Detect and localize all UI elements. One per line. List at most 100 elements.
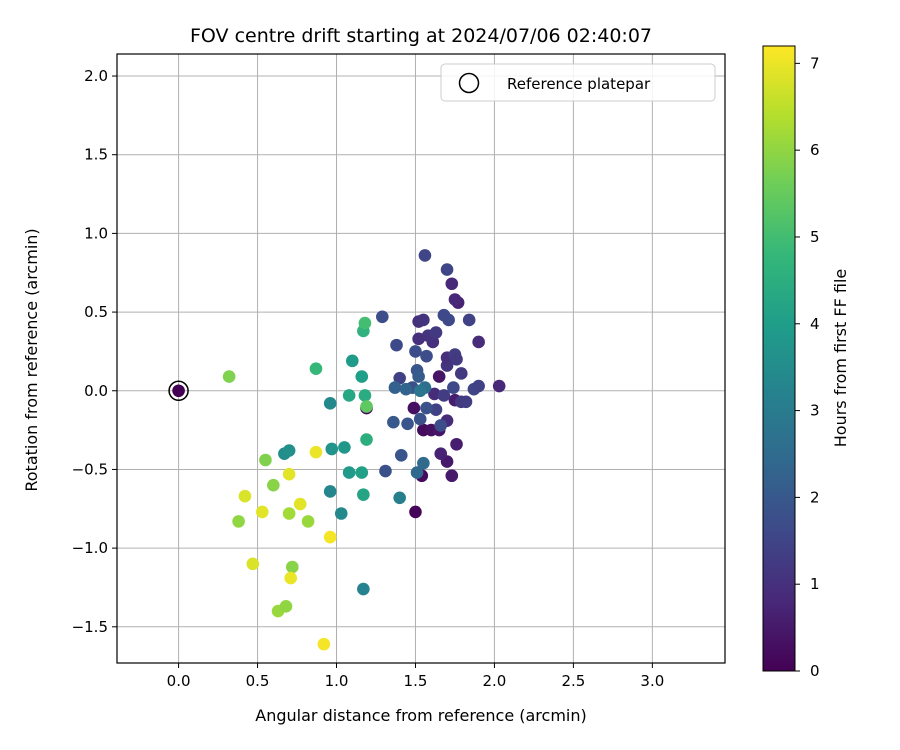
scatter-point [492, 379, 506, 393]
scatter-point [410, 466, 424, 479]
scatter-point [293, 497, 307, 511]
scatter-point [255, 505, 269, 519]
scatter-point [284, 571, 298, 585]
scatter-point [407, 401, 421, 415]
scatter-point [448, 293, 462, 306]
scatter-point [434, 419, 448, 432]
scatter-point [282, 507, 296, 520]
scatter-point [309, 445, 323, 459]
colorbar-tick-label: 5 [810, 228, 820, 246]
scatter-point [445, 277, 459, 291]
scatter-point [342, 389, 356, 402]
y-tick-label: −0.5 [72, 460, 108, 478]
chart-title: FOV centre drift starting at 2024/07/06 … [190, 25, 652, 47]
scatter-point [428, 387, 441, 401]
scatter-point [301, 515, 315, 528]
scatter-point [412, 370, 425, 383]
scatter-point [323, 397, 337, 410]
scatter-point [342, 466, 356, 479]
scatter-point [434, 447, 448, 461]
scatter-point [358, 316, 372, 330]
scatter-point [432, 370, 446, 383]
scatter-point [442, 313, 455, 327]
scatter-point [357, 488, 370, 501]
scatter-point [360, 400, 373, 413]
scatter-point [413, 412, 427, 426]
scatter-point [309, 362, 323, 376]
y-tick-label: 0.0 [84, 382, 108, 400]
scatter-point [172, 384, 185, 398]
scatter-point [462, 313, 476, 327]
scatter-point [338, 441, 351, 454]
scatter-point [417, 313, 430, 327]
y-tick-label: 1.0 [84, 224, 108, 242]
scatter-point [472, 379, 485, 393]
scatter-point [360, 433, 373, 446]
legend-box [440, 63, 716, 102]
scatter-point [279, 600, 293, 613]
scatter-point [387, 415, 400, 429]
scatter-point [417, 456, 430, 470]
colorbar-tick-label: 2 [810, 488, 820, 506]
y-axis-label: Rotation from reference (arcmin) [22, 228, 41, 491]
scatter-point [267, 478, 280, 492]
scatter-point [418, 249, 432, 262]
plot-frame [116, 53, 726, 664]
colorbar-tick-label: 6 [810, 141, 820, 159]
scatter-point [420, 349, 433, 363]
scatter-point [325, 442, 339, 456]
colorbar-tick-label: 1 [810, 575, 820, 593]
scatter-point [450, 437, 463, 451]
x-tick-label: 2.5 [561, 672, 585, 690]
x-tick-label: 1.0 [325, 672, 349, 690]
colorbar-tick-label: 7 [810, 54, 820, 72]
scatter-point [401, 417, 414, 431]
scatter-point [429, 403, 443, 416]
scatter-point [412, 332, 425, 346]
scatter-point [285, 560, 299, 574]
scatter-point [323, 530, 337, 544]
scatter-point [334, 507, 348, 520]
scatter-point [454, 367, 468, 380]
scatter-point [376, 310, 389, 324]
colorbar-ticks: 0 1 2 3 4 5 6 7 [795, 54, 820, 680]
x-axis-label: Angular distance from reference (arcmin) [255, 706, 586, 725]
colorbar-label: Hours from first FF file [831, 269, 850, 448]
scatter-point [246, 557, 260, 571]
scatter-point [232, 515, 245, 528]
x-tick-label: 0.5 [246, 672, 270, 690]
grid [117, 54, 725, 663]
legend-label: Reference platepar [507, 75, 651, 93]
reference-marker [168, 380, 189, 402]
scatter-points [172, 249, 506, 651]
scatter-point [390, 338, 403, 352]
scatter-point [409, 345, 422, 358]
y-tick-label: −1.0 [72, 539, 108, 557]
scatter-point [447, 381, 460, 394]
y-tick-label: −1.5 [72, 618, 108, 636]
scatter-point [323, 485, 337, 498]
scatter-point [409, 505, 422, 519]
scatter-point [472, 335, 485, 349]
colorbar-tick-label: 3 [810, 402, 820, 420]
x-tick-label: 2.0 [483, 672, 507, 690]
scatter-point [459, 395, 473, 409]
legend: Reference platepar [440, 63, 716, 102]
scatter-point [379, 464, 392, 478]
scatter-point [445, 469, 459, 483]
legend-marker-icon [458, 72, 480, 94]
x-tick-label: 0.0 [167, 672, 191, 690]
scatter-point [440, 263, 454, 276]
scatter-point [317, 637, 331, 651]
scatter-point [450, 352, 463, 366]
scatter-point [437, 389, 451, 402]
scatter-point [429, 326, 443, 339]
colorbar-tick-label: 0 [810, 662, 820, 680]
scatter-point [355, 370, 369, 383]
x-tick-label: 1.5 [404, 672, 428, 690]
y-tick-label: 2.0 [84, 67, 108, 85]
y-axis-ticks: −1.5 −1.0 −0.5 0.0 0.5 1.0 1.5 2.0 [72, 67, 117, 636]
y-tick-label: 0.5 [84, 303, 108, 321]
scatter-point [393, 491, 406, 505]
